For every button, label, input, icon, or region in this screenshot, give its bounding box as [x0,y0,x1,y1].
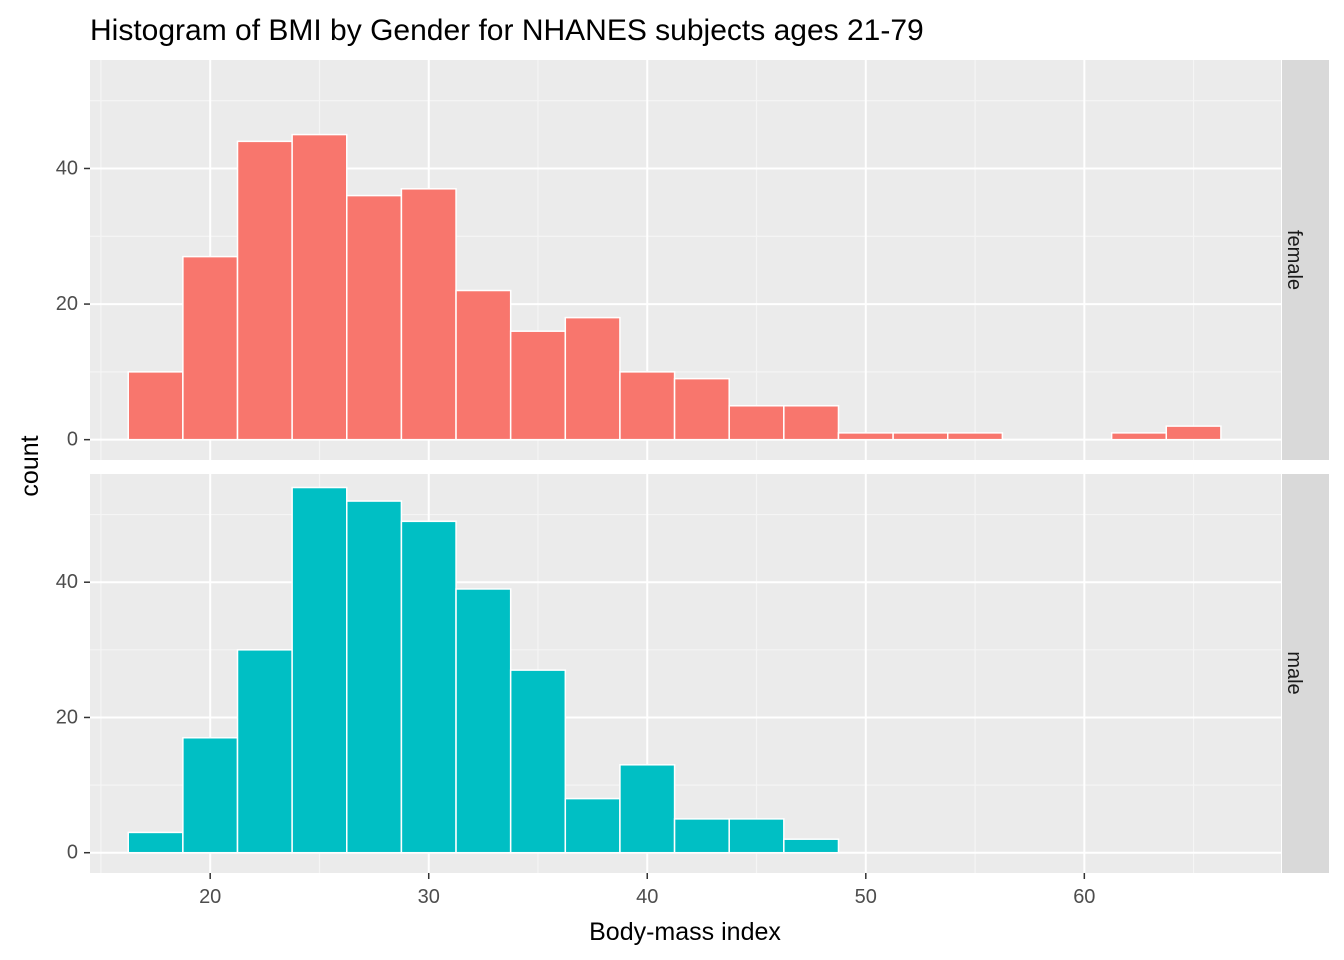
bar-male-3 [291,486,348,854]
bar-female-2 [236,140,293,441]
bar-female-5 [400,188,457,441]
y-tick-label: 40 [56,571,78,593]
bar-female-13 [837,432,894,441]
bar-female-11 [728,405,785,441]
bar-female-19 [1165,425,1222,441]
facet-strip-label: male [1283,651,1305,694]
y-tick-label: 20 [56,706,78,728]
bar-female-15 [946,432,1004,441]
bar-female-0 [127,371,184,441]
x-tick-label: 50 [855,886,877,908]
y-tick-label: 20 [56,293,78,315]
bar-female-14 [892,432,949,441]
bar-female-12 [783,405,840,441]
bar-female-18 [1110,432,1168,441]
bar-female-1 [182,255,239,441]
bar-male-1 [182,736,239,854]
panel-female: 0 20 40 female [56,60,1329,460]
bar-male-8 [564,797,621,854]
x-tick-label: 20 [199,886,221,908]
bar-male-11 [728,818,785,854]
bar-female-7 [509,330,567,441]
y-axis-ticks: 0 20 40 [56,157,90,451]
bar-male-5 [400,520,457,854]
bar-female-3 [291,133,348,441]
y-tick-label: 40 [56,157,78,179]
chart-title: Histogram of BMI by Gender for NHANES su… [90,14,924,47]
bar-male-6 [455,588,512,854]
x-tick-label: 30 [418,886,440,908]
x-axis-title: Body-mass index [589,918,781,946]
panel-male: 0 20 40 male [56,474,1329,873]
bar-female-6 [455,289,512,441]
bar-male-2 [236,649,293,854]
facet-strip [1282,474,1329,873]
y-axis-title: count [16,435,44,496]
bar-male-7 [509,669,567,854]
x-tick-label: 60 [1073,886,1095,908]
bar-male-0 [127,831,184,854]
x-axis-ticks: 20 30 40 50 60 [199,873,1095,908]
facet-strip [1282,60,1329,460]
bars-female [127,133,1222,441]
y-tick-label: 0 [67,429,78,451]
bar-female-4 [346,194,403,441]
bar-male-9 [619,764,676,854]
bar-male-12 [783,838,840,854]
y-axis-ticks: 0 20 40 [56,571,90,864]
bar-male-10 [673,818,730,854]
bar-male-4 [346,500,403,854]
bar-female-9 [619,371,676,441]
bar-female-10 [673,377,730,441]
y-tick-label: 0 [67,842,78,864]
bar-female-8 [564,316,621,441]
facet-strip-label: female [1283,230,1305,290]
bars-male [127,486,840,854]
x-tick-label: 40 [636,886,658,908]
